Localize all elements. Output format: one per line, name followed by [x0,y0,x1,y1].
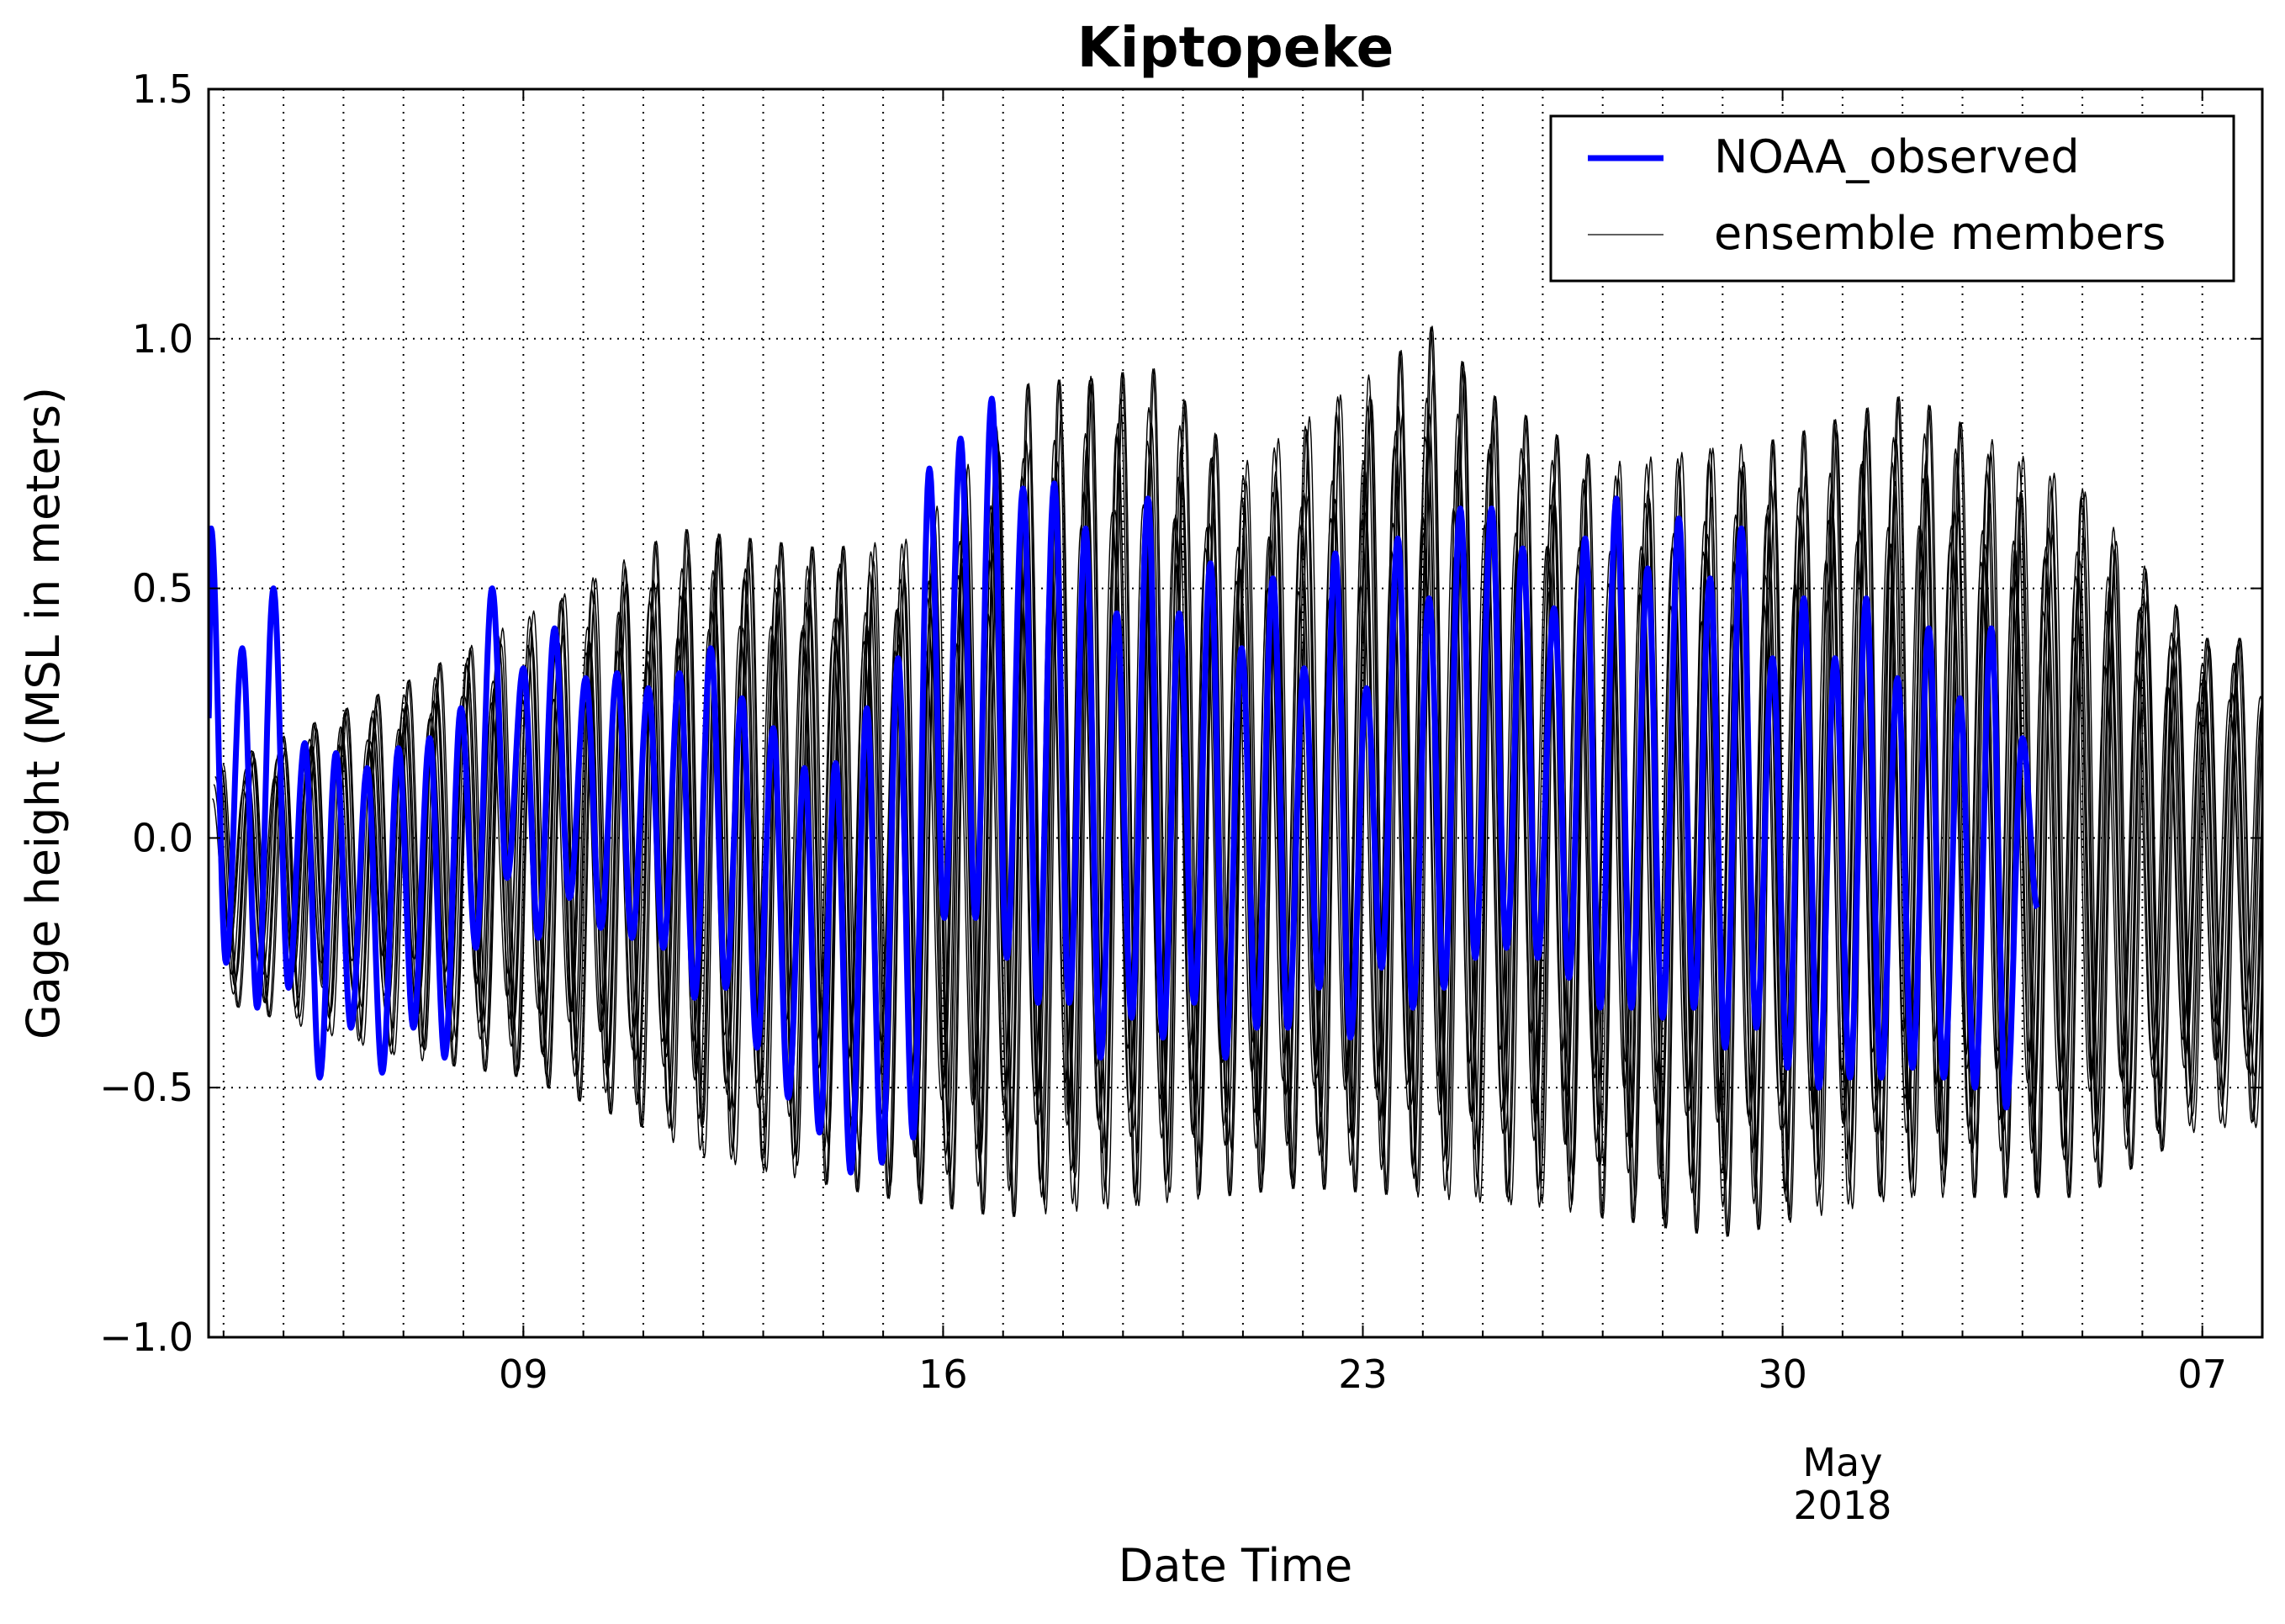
x-tick-label: 23 [1338,1352,1388,1397]
chart-title: Kiptopeke [1077,15,1394,80]
x-offset-label-month: May [1802,1440,1882,1485]
x-tick-label: 09 [499,1352,548,1397]
legend-label-observed: NOAA_observed [1714,130,2080,183]
y-tick-label: −1.0 [99,1315,193,1360]
legend: NOAA_observed ensemble members [1551,116,2234,281]
y-tick-label: 1.5 [132,66,193,112]
x-offset-label-year: 2018 [1793,1483,1891,1528]
legend-label-ensemble: ensemble members [1714,207,2166,260]
y-tick-label: −0.5 [99,1065,193,1110]
x-tick-label: 16 [918,1352,968,1397]
x-axis-label: Date Time [1119,1539,1352,1592]
y-tick-label: 0.0 [132,815,193,860]
y-axis-label: Gage height (MSL in meters) [17,387,70,1039]
x-tick-label: 30 [1758,1352,1807,1397]
x-tick-label: 07 [2177,1352,2227,1397]
y-tick-label: 0.5 [132,566,193,611]
y-tick-label: 1.0 [132,316,193,362]
